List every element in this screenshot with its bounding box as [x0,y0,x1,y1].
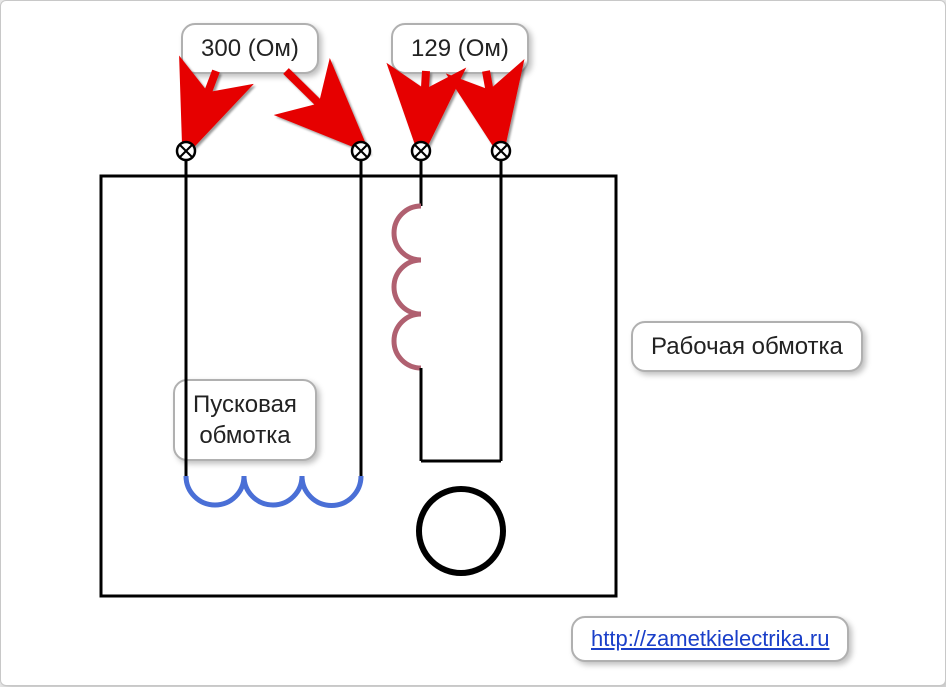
run-winding [394,160,501,461]
label-right-resistance: 129 (Ом) [391,23,529,74]
source-url[interactable]: http://zametkielectrika.ru [571,616,849,662]
terminals-group [177,142,510,160]
label-start-winding-text: Пусковая обмотка [193,391,297,449]
arrows-group [191,71,498,137]
diagram-container: 300 (Ом) 129 (Ом) Пусковая обмотка Рабоч… [0,0,946,686]
label-start-winding: Пусковая обмотка [173,379,317,461]
label-left-resistance: 300 (Ом) [181,23,319,74]
rotor-circle [419,489,503,573]
label-run-winding: Рабочая обмотка [631,321,863,372]
